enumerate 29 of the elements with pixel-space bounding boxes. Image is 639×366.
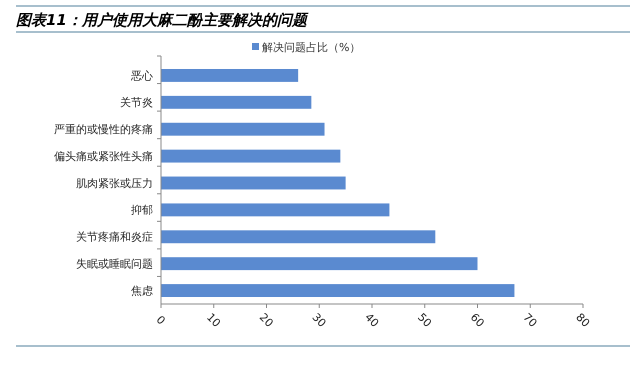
x-tick-label: 80 xyxy=(573,310,592,330)
x-tick-label: 50 xyxy=(414,310,434,330)
legend-label: 解决问题占比（%） xyxy=(262,41,360,54)
bar xyxy=(161,150,340,163)
y-tick-label: 失眠或睡眠问题 xyxy=(76,258,153,271)
x-tick-label: 10 xyxy=(204,310,224,330)
bar xyxy=(161,203,390,216)
chart-title: 图表11：用户使用大麻二酚主要解决的问题 xyxy=(16,11,309,29)
y-tick-label: 严重的或慢性的疼痛 xyxy=(54,123,153,136)
x-tick-label: 40 xyxy=(362,310,382,330)
x-tick-label: 70 xyxy=(520,310,540,330)
bar xyxy=(161,230,436,244)
bar xyxy=(161,122,325,136)
bar xyxy=(161,68,298,82)
y-tick-label: 关节炎 xyxy=(120,96,153,110)
y-tick-label: 肌肉紧张或压力 xyxy=(76,176,153,190)
x-tick-label: 20 xyxy=(256,310,276,330)
y-tick-label: 抑郁 xyxy=(131,204,153,217)
bar xyxy=(161,176,346,190)
y-tick-label: 焦虑 xyxy=(131,284,153,298)
bar xyxy=(161,284,514,298)
x-tick-label: 30 xyxy=(309,310,329,330)
x-tick-label: 0 xyxy=(154,313,168,328)
y-tick-label: 恶心 xyxy=(130,69,153,82)
bar xyxy=(161,257,478,270)
y-tick-label: 关节疼痛和炎症 xyxy=(76,230,153,244)
bar xyxy=(161,96,312,109)
y-tick-label: 偏头痛或紧张性头痛 xyxy=(54,150,153,163)
x-tick-label: 60 xyxy=(468,310,487,330)
